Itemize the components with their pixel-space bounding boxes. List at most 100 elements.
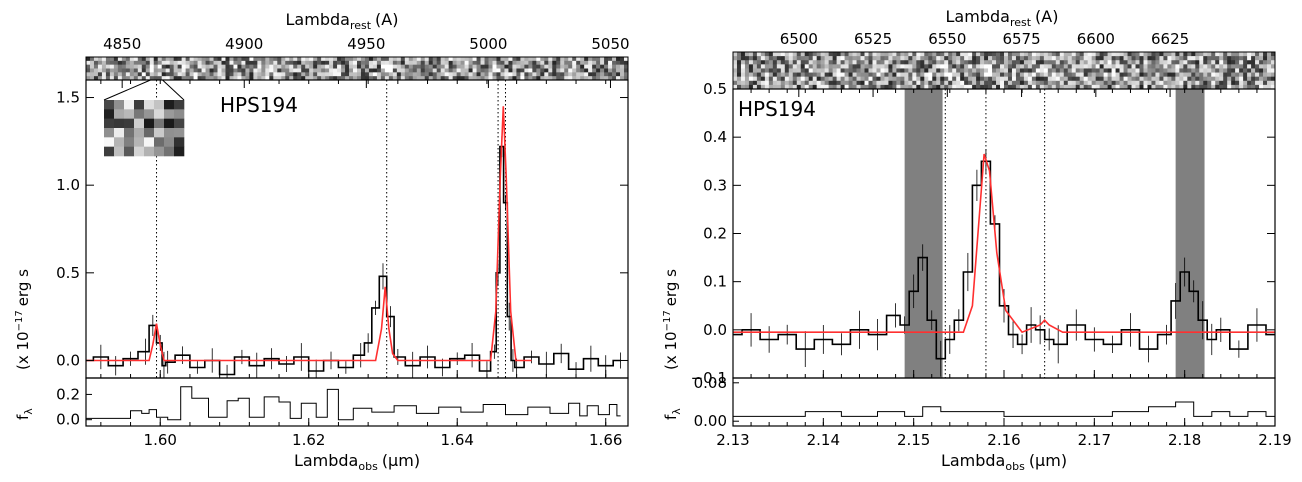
spectrum-2d-pixel <box>1015 80 1021 86</box>
spectrum-2d-pixel <box>580 60 585 65</box>
spectrum-2d-pixel <box>824 52 829 57</box>
spectrum-2d-pixel <box>624 64 629 69</box>
top-x-tick-label: 4900 <box>225 35 263 53</box>
spectrum-2d-pixel <box>396 64 402 69</box>
spectrum-2d-pixel <box>117 57 123 62</box>
spectrum-2d-pixel <box>848 64 853 69</box>
spectrum-2d-pixel <box>404 64 410 69</box>
spectrum-2d-pixel <box>752 52 758 57</box>
spectrum-2d-pixel <box>796 60 802 65</box>
spectrum-2d-pixel <box>828 72 833 77</box>
spectrum-2d-pixel <box>956 76 961 82</box>
spectrum-2d-pixel <box>1111 84 1116 90</box>
spectrum-2d-pixel <box>1143 56 1148 61</box>
spectrum-2d-pixel <box>1063 76 1069 82</box>
spectrum-2d-pixel <box>1107 52 1112 57</box>
spectrum-2d-pixel <box>368 64 374 69</box>
spectrum-2d-pixel <box>1039 72 1045 77</box>
spectrum-2d-pixel <box>1211 60 1216 65</box>
spectrum-2d-pixel <box>964 52 969 57</box>
spectrum-2d-pixel <box>1031 56 1037 61</box>
spectrum-2d-pixel <box>788 76 794 82</box>
spectrum-2d-pixel <box>540 72 545 77</box>
spectrum-2d-pixel <box>936 64 941 69</box>
spectrum-2d-pixel <box>1115 72 1120 77</box>
spectrum-2d-pixel <box>261 64 266 69</box>
spectrum-2d-pixel <box>960 60 965 65</box>
spectrum-2d-pixel <box>376 60 382 65</box>
spectrum-2d-pixel <box>996 64 1001 69</box>
spectrum-2d-pixel <box>1119 68 1124 73</box>
spectrum-2d-pixel <box>848 84 853 90</box>
spectrum-2d-pixel <box>1023 56 1029 61</box>
y-tick-label: 0.4 <box>703 128 727 146</box>
spectrum-2d-pixel <box>305 72 310 77</box>
spectrum-2d-pixel <box>836 72 841 77</box>
spectrum-2d-pixel <box>556 68 561 73</box>
spectrum-2d-pixel <box>345 76 350 81</box>
spectrum-2d-pixel <box>1211 52 1216 57</box>
spectrum-2d-pixel <box>265 60 270 65</box>
spectrum-2d-pixel <box>1043 72 1049 77</box>
spectrum-2d-pixel <box>984 64 989 69</box>
spectrum-2d-pixel <box>876 84 881 90</box>
spectrum-2d-pixel <box>860 52 865 57</box>
spectrum-2d-pixel <box>1271 76 1276 82</box>
y-axis-title-main: (x 10 <box>14 331 32 370</box>
spectrum-2d-pixel <box>392 72 398 77</box>
spectrum-2d-pixel <box>1047 60 1053 65</box>
spectrum-2d-pixel <box>1207 68 1212 73</box>
spectrum-2d-pixel <box>1043 76 1049 82</box>
spectrum-2d-pixel <box>952 80 957 86</box>
spectrum-2d-pixel <box>488 57 493 62</box>
spectrum-2d-pixel <box>864 64 869 69</box>
spectrum-2d-pixel <box>792 64 798 69</box>
spectrum-2d-pixel <box>1103 84 1108 90</box>
spectrum-2d-pixel <box>1119 60 1124 65</box>
spectrum-2d-pixel <box>800 64 806 69</box>
spectrum-2d-pixel <box>229 60 234 65</box>
spectrum-2d-pixel <box>337 60 342 65</box>
model-fit-line <box>733 153 1275 334</box>
lower-y-tick-label: 0.08 <box>694 374 727 392</box>
spectrum-2d-pixel <box>856 60 861 65</box>
spectrum-2d-pixel <box>820 80 825 86</box>
spectrum-2d-pixel <box>832 84 837 90</box>
spectrum-2d-pixel <box>460 72 465 77</box>
spectrum-2d-pixel <box>820 64 825 69</box>
spectrum-2d-pixel <box>1123 84 1128 90</box>
spectrum-2d-pixel <box>1004 56 1009 61</box>
spectrum-2d-pixel <box>360 64 366 69</box>
spectrum-2d-pixel <box>948 76 953 82</box>
spectrum-2d-pixel <box>1123 52 1128 57</box>
spectrum-2d-pixel <box>976 68 981 73</box>
spectrum-2d-pixel <box>1047 76 1053 82</box>
spectrum-2d-pixel <box>1051 76 1057 82</box>
spectrum-2d-pixel <box>1011 84 1017 90</box>
spectrum-2d-pixel <box>604 64 609 69</box>
spectrum-2d-pixel <box>213 72 218 77</box>
spectrum-2d-pixel <box>372 64 378 69</box>
spectrum-2d-pixel <box>1147 76 1152 82</box>
spectrum-2d-pixel <box>1079 80 1085 86</box>
spectrum-2d-pixel <box>908 76 913 82</box>
spectrum-2d-pixel <box>1035 72 1041 77</box>
spectrum-2d-pixel <box>600 57 605 62</box>
spectrum-2d-pixel <box>468 60 473 65</box>
spectrum-2d-pixel <box>772 60 778 65</box>
zoom-pixel <box>164 100 175 110</box>
spectrum-2d-pixel <box>1031 68 1037 73</box>
spectrum-2d-pixel <box>616 64 621 69</box>
spectrum-2d-pixel <box>89 72 95 77</box>
spectrum-2d-pixel <box>868 52 873 57</box>
spectrum-2d-pixel <box>884 68 889 73</box>
spectrum-2d-pixel <box>532 68 537 73</box>
spectrum-2d-pixel <box>1143 68 1148 73</box>
spectrum-2d-pixel <box>1107 60 1112 65</box>
spectrum-2d-pixel <box>884 52 889 57</box>
spectrum-2d-pixel <box>1023 80 1029 86</box>
spectrum-2d-pixel <box>992 76 997 82</box>
spectrum-2d-pixel <box>864 56 869 61</box>
spectrum-2d-pixel <box>1000 76 1005 82</box>
spectrum-2d-pixel <box>904 64 909 69</box>
